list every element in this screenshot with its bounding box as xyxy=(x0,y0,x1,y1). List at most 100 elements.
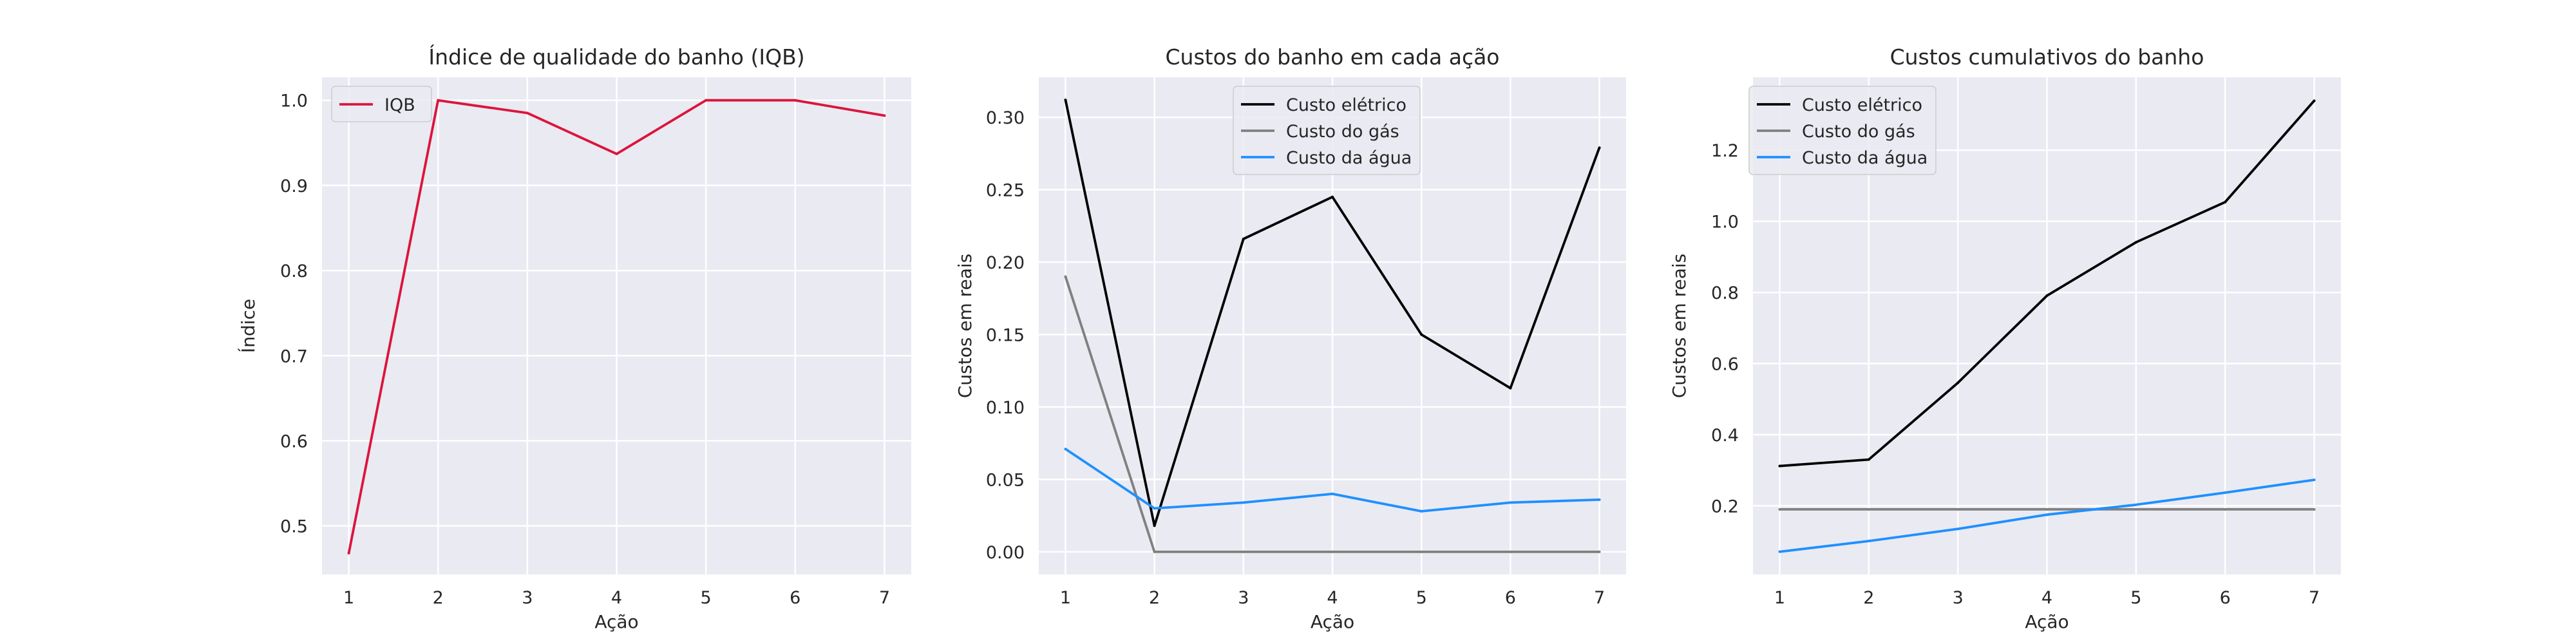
data-point xyxy=(1509,550,1512,553)
data-point xyxy=(1064,448,1067,451)
data-point xyxy=(1153,550,1156,553)
x-tick-label: 1 xyxy=(1060,588,1071,608)
x-tick-label: 5 xyxy=(701,588,712,608)
data-point xyxy=(1331,195,1334,198)
x-axis-label: Ação xyxy=(594,611,638,632)
y-tick-label: 0.6 xyxy=(1711,355,1739,375)
x-axis-label: Ação xyxy=(1311,611,1354,632)
y-tick-label: 0.05 xyxy=(986,470,1025,490)
data-point xyxy=(1064,99,1067,102)
legend-entry: Custo elétrico xyxy=(1286,95,1406,115)
legend-entry: Custo do gás xyxy=(1802,122,1915,142)
legend xyxy=(1748,86,1937,175)
x-tick-label: 7 xyxy=(2309,588,2320,608)
y-tick-label: 0.4 xyxy=(1711,426,1739,446)
y-tick-label: 0.15 xyxy=(986,325,1025,345)
legend xyxy=(331,86,432,122)
data-point xyxy=(1242,238,1245,241)
data-point xyxy=(793,99,797,102)
data-point xyxy=(1509,501,1512,504)
data-point xyxy=(1867,540,1870,543)
data-point xyxy=(1778,550,1781,553)
data-point xyxy=(1956,507,1960,511)
data-point xyxy=(526,111,529,115)
data-point xyxy=(2313,507,2316,511)
data-point xyxy=(1598,550,1601,553)
y-tick-label: 0.2 xyxy=(1711,497,1739,516)
data-point xyxy=(1242,501,1245,504)
data-point xyxy=(2134,503,2137,506)
data-point xyxy=(2313,478,2316,482)
x-tick-label: 7 xyxy=(1594,588,1605,608)
chart-title: Custos do banho em cada ação xyxy=(1165,44,1499,70)
legend xyxy=(1233,86,1421,175)
y-tick-label: 0.10 xyxy=(986,398,1025,418)
x-tick-label: 6 xyxy=(790,588,800,608)
x-tick-label: 2 xyxy=(1863,588,1874,608)
y-tick-label: 0.9 xyxy=(280,176,308,196)
data-point xyxy=(1956,381,1960,384)
x-tick-label: 1 xyxy=(1774,588,1785,608)
data-point xyxy=(615,152,618,155)
data-point xyxy=(1064,275,1067,278)
data-point xyxy=(1242,550,1245,553)
y-tick-label: 0.8 xyxy=(280,261,308,281)
x-tick-label: 2 xyxy=(433,588,444,608)
data-point xyxy=(2313,99,2316,102)
data-point xyxy=(2134,507,2137,511)
data-point xyxy=(1598,498,1601,501)
legend-entry: Custo da água xyxy=(1286,148,1412,168)
data-point xyxy=(1778,507,1781,511)
x-tick-label: 5 xyxy=(2130,588,2141,608)
x-tick-label: 4 xyxy=(2041,588,2052,608)
y-axis-label: Custos em reais xyxy=(1669,254,1690,399)
data-point xyxy=(883,114,886,117)
legend-entry: Custo elétrico xyxy=(1802,95,1922,115)
x-tick-label: 4 xyxy=(611,588,622,608)
legend-entry: Custo do gás xyxy=(1286,122,1399,142)
data-point xyxy=(2224,491,2227,494)
data-point xyxy=(1153,524,1156,527)
x-axis-label: Ação xyxy=(2025,611,2069,632)
y-tick-label: 0.20 xyxy=(986,253,1025,273)
data-point xyxy=(1956,527,1960,531)
chart-1: 1 2 3 4 5 6 7 0.5 0.6 0.7 0.8 0.9 1.0 Índice de quali… xyxy=(237,44,911,632)
data-point xyxy=(1420,333,1423,336)
data-point xyxy=(1778,464,1781,468)
y-tick-label: 0.6 xyxy=(280,431,308,451)
x-tick-label: 4 xyxy=(1327,588,1338,608)
data-point xyxy=(1867,458,1870,461)
y-tick-label: 0.00 xyxy=(986,543,1025,563)
data-point xyxy=(2134,241,2137,244)
data-point xyxy=(1331,550,1334,553)
data-point xyxy=(2045,513,2049,516)
y-axis-label: Índice xyxy=(237,299,259,353)
y-tick-label: 0.7 xyxy=(280,346,308,366)
data-point xyxy=(1598,146,1601,149)
x-tick-label: 5 xyxy=(1416,588,1427,608)
y-tick-label: 0.5 xyxy=(280,517,308,537)
x-tick-label: 3 xyxy=(1238,588,1249,608)
data-point xyxy=(1420,509,1423,513)
data-point xyxy=(1867,507,1870,511)
x-tick-label: 2 xyxy=(1149,588,1160,608)
x-tick-label: 3 xyxy=(522,588,533,608)
chart-title: Custos cumulativos do banho xyxy=(1890,44,2204,70)
data-point xyxy=(705,99,708,102)
legend-entry: IQB xyxy=(384,95,415,115)
data-point xyxy=(1153,507,1156,510)
y-axis-label: Custos em reais xyxy=(954,254,976,399)
x-tick-label: 6 xyxy=(1505,588,1516,608)
y-tick-label: 1.0 xyxy=(1711,213,1739,232)
data-point xyxy=(2224,200,2227,204)
chart-3: 1 2 3 4 5 6 7 0.2 0.4 0.6 0.8 1.0 1.2 Custos cumulati… xyxy=(1669,44,2341,632)
x-tick-label: 1 xyxy=(343,588,354,608)
data-point xyxy=(347,551,350,554)
x-tick-label: 3 xyxy=(1953,588,1964,608)
x-tick-label: 7 xyxy=(879,588,890,608)
y-tick-label: 0.30 xyxy=(986,108,1025,128)
x-tick-label: 6 xyxy=(2220,588,2231,608)
y-tick-label: 1.2 xyxy=(1711,141,1739,161)
chart-title: Índice de qualidade do banho (IQB) xyxy=(428,44,804,70)
